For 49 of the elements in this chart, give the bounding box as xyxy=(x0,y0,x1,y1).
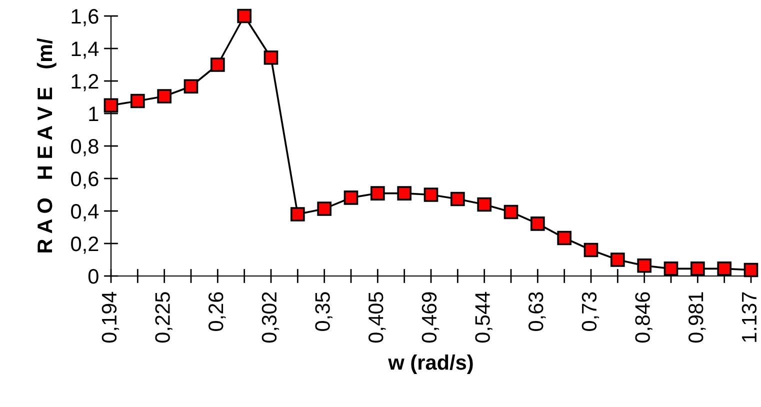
point xyxy=(264,50,278,65)
x-tick-label: 0,225 xyxy=(155,292,172,343)
y-tick-label: 1,6 xyxy=(72,9,98,26)
y-tick-label: 0 xyxy=(88,269,98,284)
point xyxy=(397,186,412,200)
point xyxy=(210,58,225,72)
x-tick-label: 0,302 xyxy=(262,292,280,343)
y-tick-label: 0,4 xyxy=(71,204,99,222)
x-tick-label: 1.137 xyxy=(742,292,757,342)
point xyxy=(504,204,518,220)
x-tick-label: 0,405 xyxy=(368,292,386,343)
x-tick-label: 0,469 xyxy=(422,292,440,343)
x-tick-label: 0,73 xyxy=(582,292,600,332)
x-tick-label: 0,63 xyxy=(528,292,546,332)
point xyxy=(290,207,305,222)
x-tick-label: 0,846 xyxy=(635,292,652,343)
point xyxy=(690,262,705,276)
point xyxy=(237,8,252,24)
point xyxy=(157,89,172,104)
point xyxy=(104,98,118,113)
point xyxy=(450,192,465,206)
y-tick-label: 0,2 xyxy=(71,236,98,254)
y-tick-label: 0,8 xyxy=(71,139,98,156)
y-axis-title: R A O H E A V E (m/ xyxy=(36,38,56,252)
y-tick-label: 1,2 xyxy=(72,74,98,92)
point xyxy=(664,262,678,276)
point xyxy=(530,216,545,231)
point xyxy=(557,230,572,246)
point xyxy=(130,94,145,108)
y-tick-label: 1,4 xyxy=(72,42,99,59)
point xyxy=(317,202,332,216)
x-axis-title: w (rad/s) xyxy=(388,354,473,374)
point xyxy=(637,258,652,273)
x-tick-label: 0,194 xyxy=(102,292,120,343)
y-tick-label: 1 xyxy=(89,106,98,122)
point xyxy=(610,252,625,267)
x-tick-label: 0,35 xyxy=(315,292,332,332)
point xyxy=(744,262,758,278)
point xyxy=(717,262,732,276)
x-tick-label: 0,981 xyxy=(688,292,706,343)
point xyxy=(184,79,198,94)
point xyxy=(424,188,438,202)
x-tick-label: 0,544 xyxy=(475,292,492,343)
point xyxy=(477,197,492,212)
x-tick-label: 0,26 xyxy=(208,292,226,332)
point xyxy=(344,190,358,205)
y-tick-label: 0,6 xyxy=(71,172,98,189)
point xyxy=(370,186,385,200)
point xyxy=(584,242,598,258)
